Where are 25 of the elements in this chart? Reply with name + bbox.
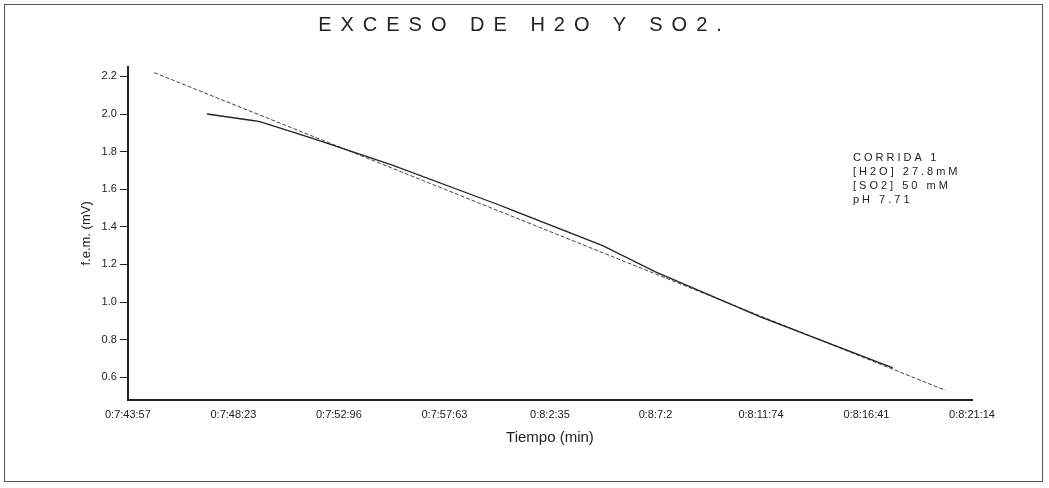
y-tick-label: 1.6 xyxy=(101,182,117,195)
x-tick-label: 0:8:2:35 xyxy=(530,408,570,421)
annotation: [H2O] 27.8mM xyxy=(853,164,961,178)
chart-title: EXCESO DE H2O Y SO2. xyxy=(317,13,732,36)
y-tick-label: 1.4 xyxy=(101,219,117,232)
x-tick-label: 0:7:57:63 xyxy=(421,408,468,421)
y-tick-label: 2.0 xyxy=(101,107,117,120)
x-tick-label: 0:8:21:14 xyxy=(949,408,995,421)
y-tick-label: 0.6 xyxy=(101,370,117,383)
x-tick-label: 0:7:48:23 xyxy=(210,408,257,421)
annotation: pH 7.71 xyxy=(853,192,914,206)
x-tick-label: 0:7:43:57 xyxy=(104,408,151,421)
x-axis-title: Tiempo (min) xyxy=(506,428,594,446)
annotation: [SO2] 50 mM xyxy=(853,178,952,192)
y-axis-title: f.e.m. (mV) xyxy=(78,201,94,266)
annotation: CORRIDA 1 xyxy=(853,150,941,164)
y-tick-label: 0.8 xyxy=(101,332,117,345)
x-tick-label: 0:8:11:74 xyxy=(738,408,784,421)
x-tick-label: 0:8:7:2 xyxy=(638,408,673,421)
y-tick-label: 1.8 xyxy=(101,144,117,157)
y-tick-label: 1.0 xyxy=(101,295,117,308)
y-tick-label: 1.2 xyxy=(101,257,117,270)
x-tick-label: 0:7:52:96 xyxy=(315,408,362,421)
x-tick-label: 0:8:16:41 xyxy=(843,408,890,421)
y-tick-label: 2.2 xyxy=(101,69,117,82)
